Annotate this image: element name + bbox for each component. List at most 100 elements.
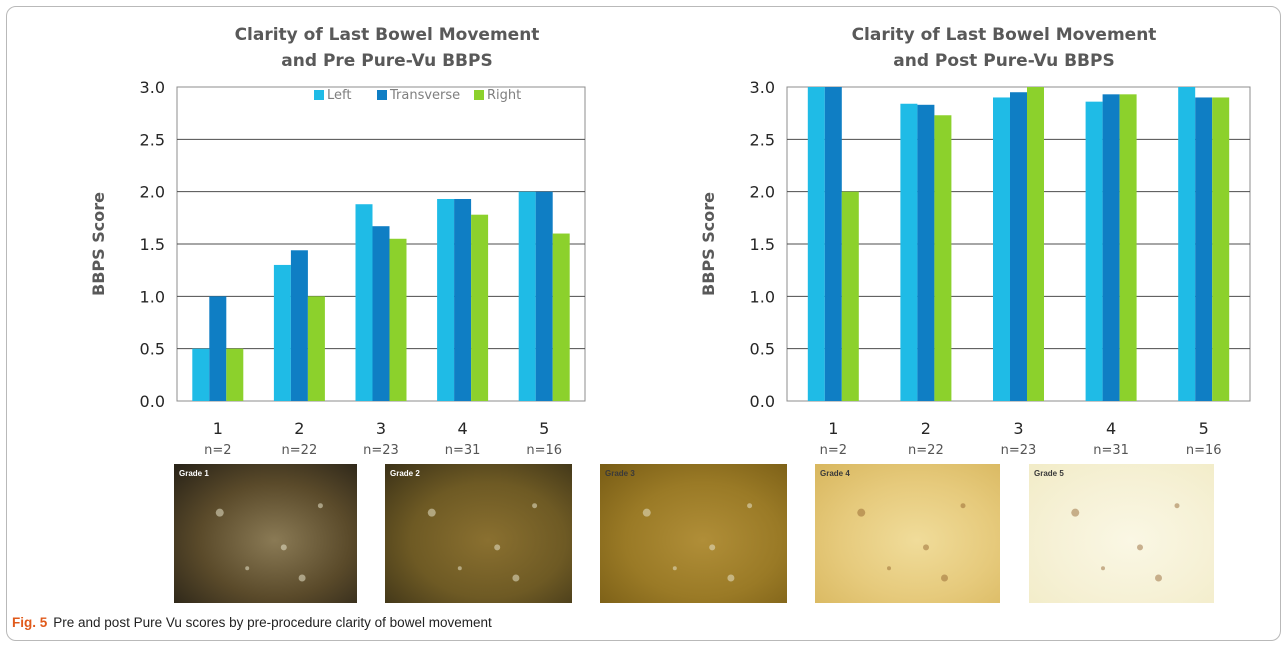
category-label: 3 bbox=[1013, 419, 1023, 438]
y-tick-label: 1.5 bbox=[140, 235, 165, 254]
category-label: 3 bbox=[376, 419, 386, 438]
figure-frame bbox=[6, 6, 1281, 641]
sediment-spot bbox=[1137, 544, 1143, 551]
sediment-spot bbox=[709, 544, 716, 551]
sediment-spot bbox=[887, 566, 891, 571]
category-label: 2 bbox=[921, 419, 931, 438]
category-label: 5 bbox=[539, 419, 549, 438]
sediment-spot bbox=[923, 544, 929, 551]
sediment-spot bbox=[512, 574, 520, 582]
chart-title-line-2: and Post Pure-Vu BBPS bbox=[893, 51, 1114, 71]
category-label: 4 bbox=[458, 419, 468, 438]
sediment-spot bbox=[1071, 508, 1080, 517]
category-label: 1 bbox=[213, 419, 223, 438]
legend-swatch bbox=[377, 90, 387, 100]
sediment-spot bbox=[317, 503, 323, 509]
y-tick-label: 2.5 bbox=[750, 130, 775, 149]
sediment-spot bbox=[245, 566, 250, 571]
stool-grade-images: Grade 1 Grade 2 Grade 3 Grade 4 Grade 5 bbox=[174, 464, 1214, 603]
bar-left-2 bbox=[900, 103, 918, 401]
grade-2-label: Grade 2 bbox=[390, 469, 420, 478]
bar-transverse-4 bbox=[1102, 94, 1120, 402]
sediment-spot bbox=[1101, 566, 1105, 571]
bar-right-2 bbox=[934, 115, 952, 401]
bar-transverse-1 bbox=[824, 87, 842, 401]
sediment-spot bbox=[532, 503, 538, 509]
post-pure-vu-chart: Clarity of Last Bowel Movement and Post … bbox=[699, 25, 1251, 458]
sediment-spot bbox=[941, 574, 948, 582]
bar-transverse-5 bbox=[1195, 97, 1213, 401]
sediment-spot bbox=[1174, 503, 1180, 509]
sediment-spot bbox=[642, 508, 651, 517]
bar-right-4 bbox=[1119, 94, 1137, 402]
bar-right-3 bbox=[389, 238, 407, 401]
legend-label: Right bbox=[487, 88, 521, 103]
y-tick-label: 0.5 bbox=[140, 340, 165, 359]
bar-left-2 bbox=[273, 264, 291, 401]
bar-transverse-4 bbox=[454, 198, 472, 401]
sediment-spot bbox=[857, 508, 866, 517]
bar-left-3 bbox=[993, 97, 1010, 401]
grade-2-image bbox=[385, 464, 572, 603]
y-tick-label: 3.0 bbox=[140, 78, 165, 97]
bar-transverse-5 bbox=[535, 191, 553, 401]
grade-4-label: Grade 4 bbox=[820, 469, 850, 478]
sample-size-label: n=2 bbox=[204, 443, 231, 458]
y-tick-label: 0.0 bbox=[140, 392, 165, 411]
sediment-spot bbox=[1155, 574, 1162, 582]
bar-right-1 bbox=[226, 348, 244, 401]
y-axis-label: BBPS Score bbox=[89, 192, 108, 296]
bar-right-5 bbox=[552, 233, 570, 401]
sediment-spot bbox=[727, 574, 735, 582]
bar-left-1 bbox=[192, 348, 210, 401]
sediment-spot bbox=[427, 508, 436, 517]
y-tick-label: 2.0 bbox=[750, 183, 775, 202]
bar-transverse-2 bbox=[917, 104, 935, 401]
sediment-spot bbox=[747, 503, 753, 509]
grade-3-image bbox=[600, 464, 787, 603]
y-axis-label: BBPS Score bbox=[699, 192, 718, 296]
caption-text: Pre and post Pure Vu scores by pre-proce… bbox=[53, 615, 492, 630]
bar-left-3 bbox=[355, 204, 373, 401]
y-tick-label: 0.0 bbox=[750, 392, 775, 411]
y-tick-label: 1.5 bbox=[750, 235, 775, 254]
bar-transverse-3 bbox=[372, 226, 390, 401]
legend-swatch bbox=[314, 90, 324, 100]
sediment-spot bbox=[672, 566, 677, 571]
y-tick-label: 1.0 bbox=[750, 287, 775, 306]
bar-transverse-3 bbox=[1010, 92, 1027, 401]
bar-transverse-2 bbox=[290, 250, 308, 401]
y-tick-label: 1.0 bbox=[140, 287, 165, 306]
grade-4-image bbox=[815, 464, 1000, 603]
grade-5-label: Grade 5 bbox=[1034, 469, 1064, 478]
chart-title-line-2: and Pre Pure-Vu BBPS bbox=[281, 51, 492, 71]
bar-left-5 bbox=[1178, 87, 1196, 401]
pre-pure-vu-chart: Clarity of Last Bowel Movement and Pre P… bbox=[89, 25, 586, 458]
bar-right-3 bbox=[1027, 87, 1044, 401]
bar-right-2 bbox=[307, 296, 325, 401]
y-tick-label: 0.5 bbox=[750, 340, 775, 359]
category-label: 4 bbox=[1106, 419, 1116, 438]
grade-1-image bbox=[174, 464, 357, 603]
y-tick-label: 2.0 bbox=[140, 183, 165, 202]
grade-5-image bbox=[1029, 464, 1214, 603]
grade-1-label: Grade 1 bbox=[179, 469, 209, 478]
bar-left-4 bbox=[437, 198, 455, 401]
sediment-spot bbox=[457, 566, 462, 571]
sample-size-label: n=31 bbox=[1093, 443, 1129, 458]
chart-title-line-1: Clarity of Last Bowel Movement bbox=[852, 25, 1157, 45]
sediment-spot bbox=[298, 574, 306, 582]
y-tick-label: 2.5 bbox=[140, 130, 165, 149]
sample-size-label: n=22 bbox=[908, 443, 944, 458]
sample-size-label: n=2 bbox=[820, 443, 847, 458]
figure-number: Fig. 5 bbox=[12, 615, 48, 630]
category-label: 2 bbox=[294, 419, 304, 438]
y-tick-label: 3.0 bbox=[750, 78, 775, 97]
sample-size-label: n=22 bbox=[282, 443, 318, 458]
sample-size-label: n=16 bbox=[1186, 443, 1222, 458]
sediment-spot bbox=[960, 503, 966, 509]
sample-size-label: n=16 bbox=[526, 443, 562, 458]
grade-3-label: Grade 3 bbox=[605, 469, 635, 478]
legend-swatch bbox=[474, 90, 484, 100]
